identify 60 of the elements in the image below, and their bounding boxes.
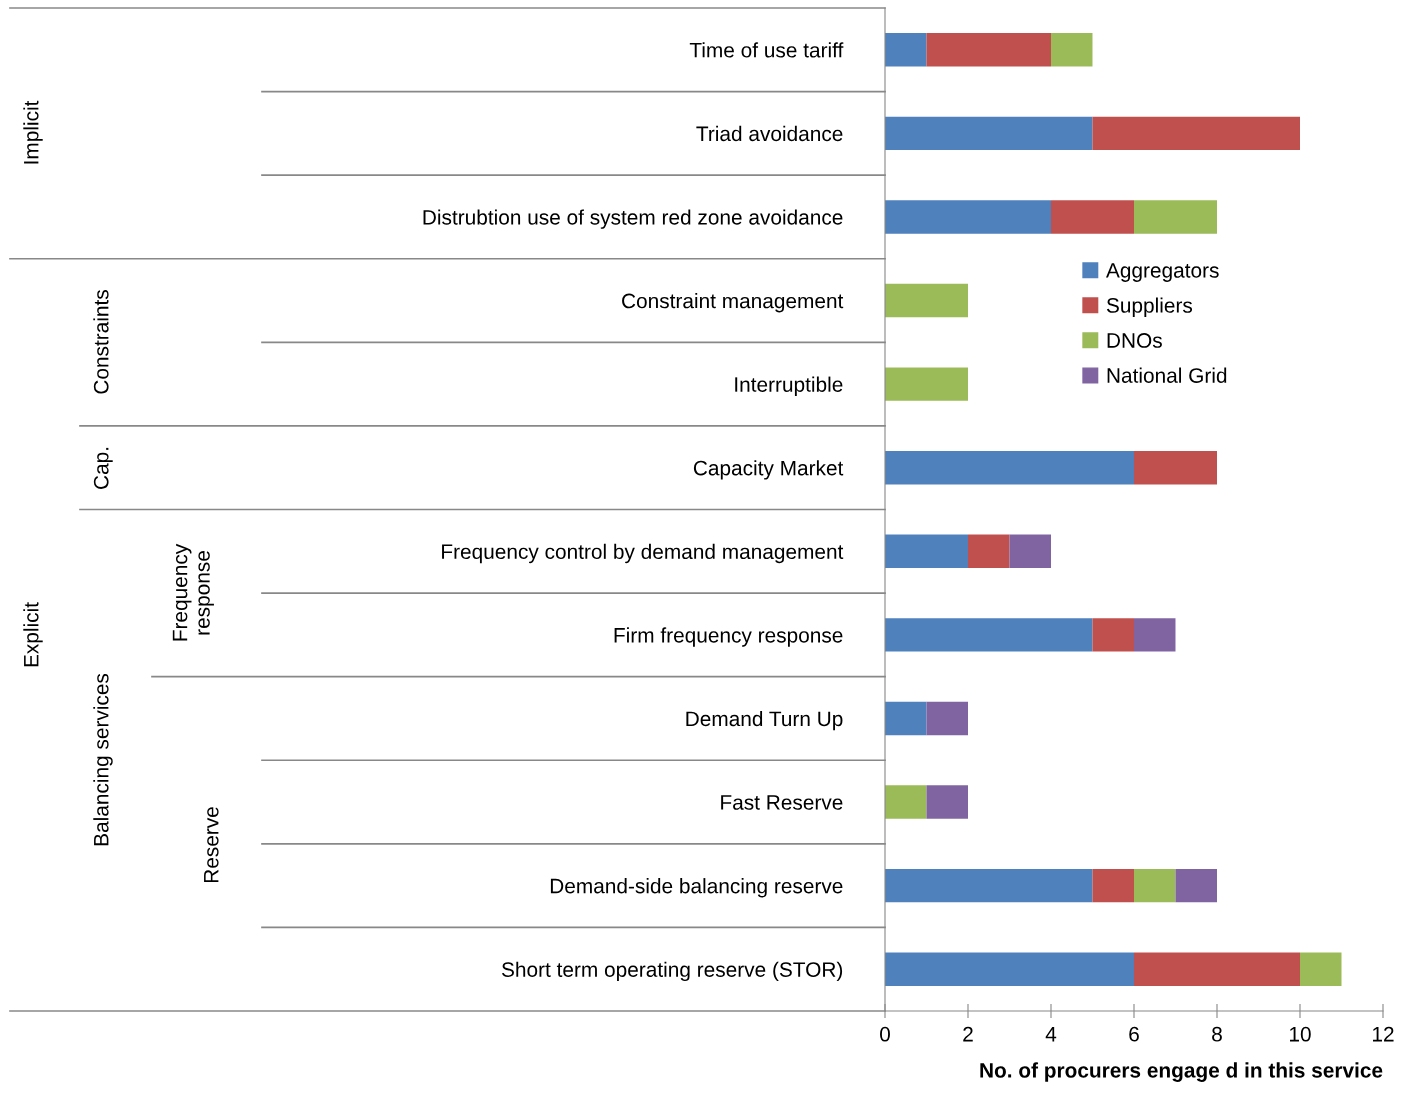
x-tick-label: 12 [1373,1026,1394,1042]
text: Explicit [23,602,43,667]
bar [1134,450,1217,485]
y-tick-label: Time of use tariff [689,42,844,58]
bar [1009,534,1051,569]
bar [885,33,927,67]
bar [1051,33,1093,67]
bar [1134,952,1300,986]
y-tick-label: Interruptible [735,376,843,396]
y-tick-label: Distrubtion use of system red zone avoidance [423,209,843,229]
bar [885,952,1134,986]
legend-label: National Grid [1107,367,1227,383]
x-tick-label: 2 [963,1026,973,1042]
bar [885,701,927,736]
bar [926,785,968,819]
text: Cap. [93,447,113,489]
x-tick-label: 8 [1212,1026,1222,1042]
y-tick-label: Frequency control by demand management [442,543,844,564]
bar [1300,952,1342,986]
y-tick-label: Triad avoidance [696,125,843,142]
x-tick-label: 4 [1045,1027,1057,1042]
bar [885,868,1093,903]
bar [1134,868,1176,903]
legend-label: Suppliers [1106,297,1193,317]
bar [885,116,1093,151]
y-tick-label: Fast Reserve [721,795,843,810]
bar [926,701,968,736]
legend-label: Aggregators [1105,263,1219,282]
text: Reserve [204,807,219,883]
bar [968,534,1010,569]
bar [885,367,968,401]
bar [885,200,1051,234]
bar [885,785,927,819]
bar [1092,868,1134,903]
y-tick-label: Demand-side balancing reserve [550,878,843,898]
bar [926,33,1051,67]
bar [1175,868,1217,903]
bar [1134,200,1217,234]
bar [885,450,1134,485]
text: Constraints [93,290,109,394]
text: Implicit [23,100,43,164]
bar [1134,618,1176,652]
bar [1092,618,1134,652]
bar [885,534,968,569]
y-tick-label: Demand Turn Up [686,710,843,731]
x-tick-label: 6 [1129,1026,1139,1042]
y-tick-label: Firm frequency response [614,627,843,647]
x-axis-title: No. of procurers engage d in this service [980,1062,1383,1082]
text: Frequency response [172,543,214,641]
y-tick-label: Constraint management [622,292,844,313]
x-tick-label: 0 [880,1026,890,1042]
text: Balancing services [93,673,113,846]
bar [1092,116,1300,151]
legend-label: DNOs [1107,333,1162,348]
x-tick-label: 10 [1290,1026,1311,1042]
bar [885,283,968,318]
y-tick-label: Short term operating reserve (STOR) [501,961,843,982]
y-tick-label: Capacity Market [693,460,844,480]
bar [885,618,1093,652]
bar [1051,200,1134,234]
